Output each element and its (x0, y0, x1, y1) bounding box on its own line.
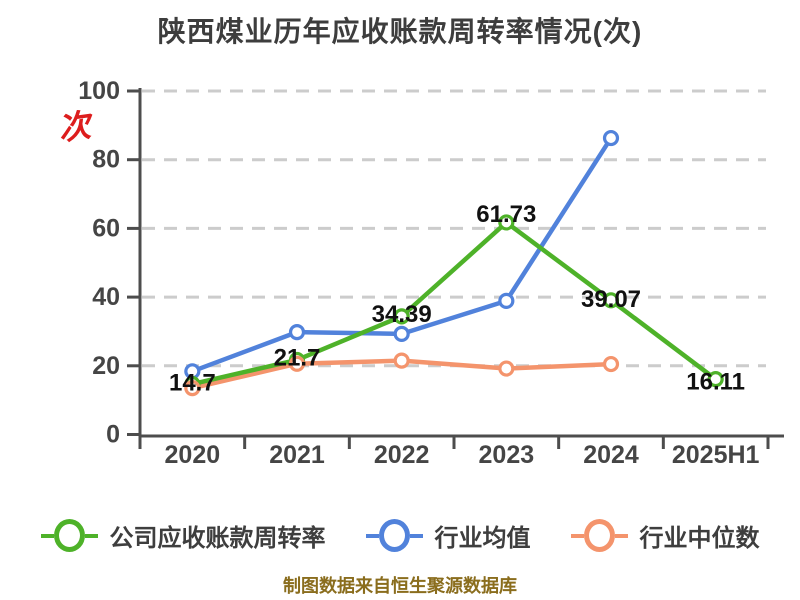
data-point-marker (184, 380, 201, 397)
data-point-label: 21.7 (274, 344, 321, 371)
legend-label: 行业中位数 (639, 525, 760, 552)
x-tick-label: 2025H1 (672, 441, 760, 469)
y-tick-label: 60 (92, 214, 120, 242)
data-point-marker (288, 324, 306, 341)
data-point-marker (288, 355, 306, 372)
legend-label: 行业均值 (434, 525, 531, 552)
legend-marker-green-circle-icon (40, 519, 98, 552)
legend-marker-blue-circle-icon (365, 519, 423, 552)
data-point-marker (602, 129, 620, 147)
data-point-label: 34.39 (372, 301, 432, 328)
y-tick-label: 0 (106, 421, 120, 449)
data-point-label: 16.11 (686, 369, 745, 396)
x-tick-label: 2022 (374, 441, 430, 469)
data-point-marker (393, 325, 410, 342)
chart-title: 陕西煤业历年应收账款周转率情况(次) (157, 16, 643, 47)
x-tick-label: 2023 (479, 441, 535, 469)
legend-item-industry-median: 行业中位数 (570, 518, 760, 553)
y-tick-label: 80 (92, 146, 120, 174)
data-point-marker (602, 292, 620, 309)
x-tick-label: 2024 (583, 441, 639, 469)
x-tick-label: 2021 (269, 441, 325, 469)
legend-item-industry-mean: 行业均值 (365, 518, 531, 553)
data-point-marker (393, 352, 410, 369)
x-tick-label: 2020 (165, 441, 221, 469)
data-point-marker (602, 355, 620, 373)
data-point-label: 14.7 (169, 370, 216, 397)
legend: 公司应收账款周转率 行业均值 行业中位数 (0, 518, 800, 553)
data-point-label: 61.73 (476, 201, 536, 228)
data-point-marker (498, 360, 515, 377)
legend-marker-orange-circle-icon (570, 519, 628, 552)
data-point-marker (707, 371, 724, 388)
data-point-marker (498, 214, 515, 231)
data-source-caption: 制图数据来自恒生聚源数据库 (283, 576, 517, 596)
y-tick-label: 100 (78, 77, 120, 105)
series-line-0 (190, 220, 718, 387)
data-point-marker (393, 308, 410, 325)
y-axis-unit-label: 次 (55, 106, 93, 148)
data-point-marker (498, 292, 515, 309)
data-point-label: 39.07 (581, 286, 641, 313)
legend-label: 公司应收账款周转率 (109, 525, 326, 552)
y-tick-label: 40 (92, 283, 120, 311)
legend-item-company-turnover: 公司应收账款周转率 (40, 518, 326, 553)
y-tick-label: 20 (92, 352, 120, 380)
